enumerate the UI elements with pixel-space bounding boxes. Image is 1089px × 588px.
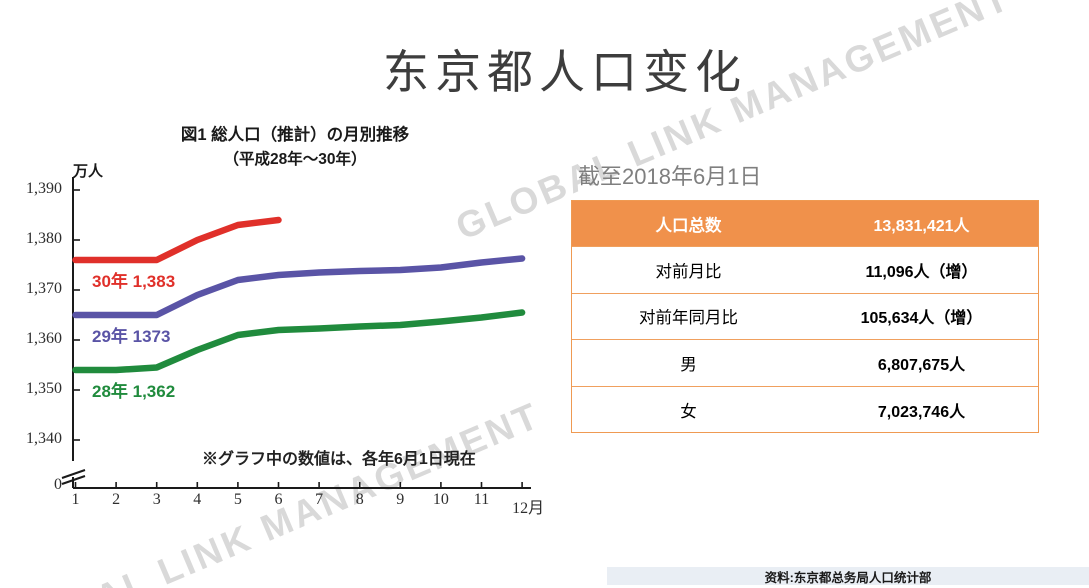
- population-table: 人口总数 13,831,421人 对前月比 11,096人（增） 对前年同月比 …: [571, 200, 1039, 434]
- row-value: 105,634人（增）: [860, 310, 983, 328]
- source-bar: 资料:东京都总务局人口统计部: [607, 567, 1089, 585]
- page-title: 东京都人口变化: [383, 47, 747, 98]
- row-label: 对前月比: [655, 262, 722, 281]
- series-line-28nen: [72, 309, 526, 374]
- y-tick-label: 1,350: [26, 380, 62, 397]
- x-tick-label: 4: [193, 491, 202, 508]
- row-label: 男: [680, 355, 697, 374]
- y-tick-label: 1,370: [26, 280, 62, 297]
- series-line-30nen: [72, 216, 282, 264]
- source-text: 资料:东京都总务局人口统计部: [764, 570, 932, 585]
- table-row: 对前年同月比 105,634人（增）: [572, 292, 1038, 340]
- row-value: 7,023,746人: [877, 403, 966, 421]
- chart-subtitle: （平成28年～30年）: [223, 151, 367, 168]
- x-tick-label: 1: [71, 491, 80, 508]
- row-label: 女: [680, 402, 697, 421]
- x-tick-label: 6: [274, 491, 283, 508]
- x-tick-label: 5: [233, 491, 242, 508]
- series-label-29nen: 29年 1373: [92, 327, 171, 346]
- y-tick-label: 1,360: [26, 330, 62, 347]
- row-label: 对前年同月比: [639, 309, 738, 328]
- x-tick-label: 10: [432, 491, 449, 508]
- table-row: 男 6,807,675人: [572, 339, 1038, 386]
- chart-footnote: ※グラフ中の数値は、各年6月1日現在: [202, 451, 476, 468]
- series-label-28nen: 28年 1,362: [92, 382, 176, 401]
- y-tick-label: 1,390: [26, 180, 62, 197]
- chart-series-lines: [72, 216, 526, 374]
- y-tick-label: 0: [54, 476, 62, 493]
- chart-header: 図1 総人口（推計）の月別推移 （平成28年～30年）: [75, 122, 515, 172]
- table-header-value: 13,831,421人: [873, 217, 970, 235]
- series-line-29nen: [72, 255, 526, 319]
- x-tick-label: 7: [315, 491, 324, 508]
- x-tick-label: 9: [396, 491, 405, 508]
- x-tick-label: 3: [152, 491, 161, 508]
- row-value: 6,807,675人: [877, 356, 966, 374]
- x-tick-label: 8: [355, 491, 364, 508]
- chart-tick-marks: [73, 189, 523, 488]
- series-label-30nen: 30年 1,383: [92, 272, 176, 291]
- y-axis-unit-label: 万人: [73, 163, 104, 180]
- table-header-label: 人口总数: [655, 216, 722, 235]
- y-tick-label: 1,340: [26, 430, 62, 447]
- chart-axes: [61, 177, 531, 489]
- table-row: 对前月比 11,096人（增）: [572, 246, 1038, 293]
- x-tick-label: 2: [112, 491, 121, 508]
- table-row: 女 7,023,746人: [572, 385, 1038, 433]
- chart-title: 図1 総人口（推計）の月別推移: [180, 126, 410, 144]
- as-of-date-label: 截至2018年6月1日: [578, 164, 762, 189]
- x-tick-label: 12月: [512, 500, 545, 517]
- row-value: 11,096人（增）: [865, 263, 978, 281]
- table-header-row: 人口总数 13,831,421人: [572, 201, 1038, 246]
- x-tick-label: 11: [473, 491, 490, 508]
- y-tick-label: 1,380: [26, 230, 62, 247]
